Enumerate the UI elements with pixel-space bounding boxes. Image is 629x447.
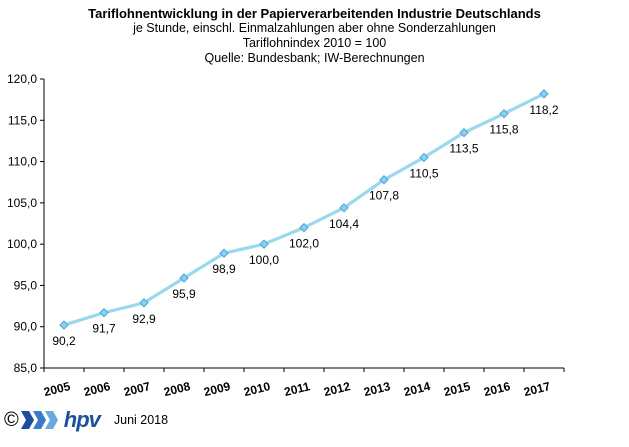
data-label: 98,9 (212, 262, 236, 276)
data-point (419, 152, 429, 163)
y-tick-label: 95,0 (14, 278, 38, 292)
series-line (63, 92, 545, 327)
y-tick-label: 120,0 (7, 72, 37, 86)
hpv-logo-icon (20, 411, 58, 429)
hpv-logo: hpv (20, 407, 101, 433)
data-point (339, 203, 349, 213)
footer: © hpv Juni 2018 (4, 407, 169, 433)
chart-titles: Tariflohnentwicklung in der Papierverarb… (0, 6, 629, 66)
data-label: 100,0 (249, 253, 279, 267)
x-tick-label: 2005 (42, 379, 72, 399)
data-point (459, 127, 469, 138)
x-tick-label: 2016 (482, 379, 512, 399)
data-label: 107,8 (369, 189, 399, 203)
y-tick-label: 100,0 (7, 237, 37, 251)
data-label: 92,9 (132, 312, 156, 326)
x-tick-label: 2007 (122, 379, 152, 399)
copyright-symbol: © (4, 408, 19, 431)
data-label: 113,5 (449, 142, 478, 156)
data-label: 110,5 (409, 166, 438, 180)
x-tick-label: 2013 (362, 379, 392, 399)
data-point (99, 307, 109, 318)
x-tick-label: 2015 (442, 379, 472, 399)
x-tick-label: 2017 (522, 379, 552, 399)
chart-subtitle-3: Quelle: Bundesbank; IW-Berechnungen (204, 51, 425, 65)
x-tick-label: 2012 (322, 379, 352, 399)
data-label: 102,0 (289, 237, 319, 251)
x-tick-label: 2009 (202, 379, 232, 399)
data-label: 115,8 (489, 123, 518, 137)
y-tick-label: 90,0 (14, 320, 38, 334)
data-point (59, 320, 69, 330)
chart-subtitle-1: je Stunde, einschl. Einmalzahlungen aber… (133, 21, 496, 35)
hpv-logo-text: hpv (63, 407, 101, 432)
x-tick-label: 2010 (242, 379, 272, 399)
data-label: 95,9 (172, 287, 196, 301)
data-label: 91,7 (92, 322, 116, 336)
data-point (219, 248, 229, 258)
data-label: 90,2 (52, 334, 76, 348)
data-label: 104,4 (329, 217, 359, 231)
data-point (179, 273, 189, 283)
x-tick-label: 2011 (283, 379, 312, 399)
chart-title: Tariflohnentwicklung in der Papierverarb… (88, 6, 541, 21)
data-point (539, 89, 549, 99)
x-tick-label: 2008 (162, 379, 192, 399)
footer-date: Juni 2018 (113, 413, 169, 427)
chart-subtitle-2: Tariflohnindex 2010 = 100 (242, 36, 387, 50)
data-point (379, 175, 389, 185)
data-point (259, 239, 269, 249)
data-point (139, 298, 149, 308)
x-tick-label: 2014 (402, 379, 432, 399)
y-tick-label: 110,0 (8, 155, 37, 169)
data-label: 118,2 (529, 103, 558, 117)
y-tick-label: 115,0 (8, 113, 37, 127)
y-tick-label: 85,0 (14, 361, 38, 375)
x-tick-label: 2006 (82, 379, 112, 399)
data-point (299, 222, 309, 233)
data-point (499, 108, 509, 119)
y-tick-label: 105,0 (7, 196, 37, 210)
